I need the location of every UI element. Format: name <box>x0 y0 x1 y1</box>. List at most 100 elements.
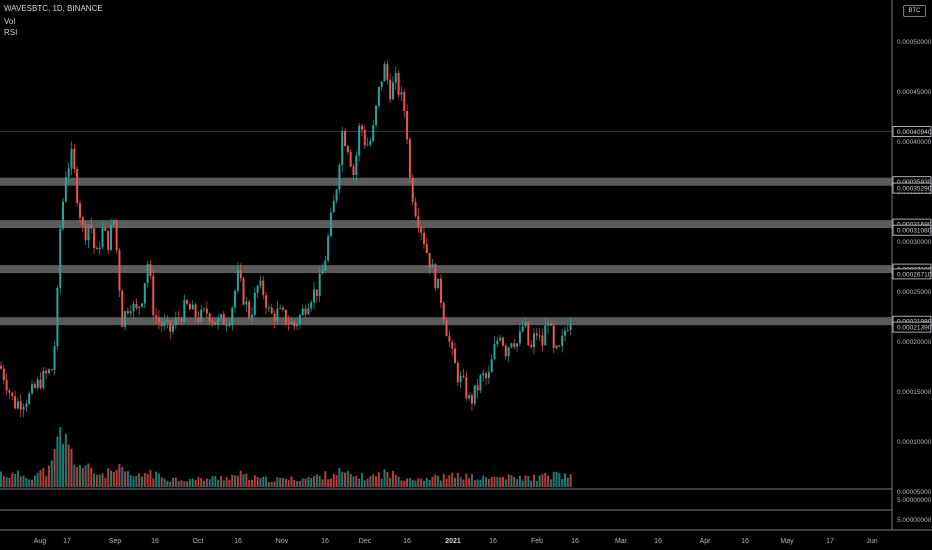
volume-bar <box>434 474 437 487</box>
volume-bar <box>304 478 307 487</box>
level-label-box <box>892 321 932 333</box>
volume-bar <box>22 475 25 487</box>
volume-bar <box>109 470 112 487</box>
volume-bar <box>259 478 262 487</box>
candle-body <box>516 343 519 347</box>
volume-bar <box>33 475 36 487</box>
volume-bar <box>327 479 330 487</box>
y-tick-label: 0.00050000 <box>897 39 932 46</box>
volume-bar <box>470 474 473 487</box>
candle-body <box>0 366 2 369</box>
candle-body <box>535 333 538 336</box>
candle-body <box>73 148 76 169</box>
candle-body <box>59 228 62 288</box>
candle-body <box>93 228 96 248</box>
volume-bar <box>31 479 34 487</box>
candle-body <box>561 335 564 347</box>
candle-body <box>259 280 262 286</box>
y-tick-label: 0.00015000 <box>897 389 932 396</box>
volume-bar <box>270 482 273 487</box>
volume-bar <box>296 481 299 487</box>
volume-bar <box>177 481 180 487</box>
level-label-box <box>892 182 932 194</box>
volume-series <box>0 427 572 487</box>
candle-body <box>487 372 490 379</box>
candle-body <box>366 144 369 146</box>
candle-body <box>386 64 389 80</box>
candle-body <box>389 79 392 100</box>
x-tick-label: Sep <box>109 538 122 545</box>
candle-body <box>132 303 135 312</box>
volume-bar <box>132 476 135 487</box>
x-tick-label: 16 <box>321 538 329 545</box>
volume-bar <box>391 470 394 487</box>
candle-body <box>197 317 200 322</box>
candle-body <box>304 308 307 315</box>
candle-body <box>95 247 98 250</box>
x-tick-label: 16 <box>403 538 411 545</box>
volume-bar <box>417 478 420 487</box>
volume-bar <box>437 476 440 487</box>
volume-bar <box>282 477 284 487</box>
candle-body <box>50 369 53 371</box>
candle-body <box>332 200 335 213</box>
volume-bar <box>490 476 493 487</box>
volume-bar <box>459 477 462 487</box>
x-tick-label: Feb <box>531 538 543 545</box>
x-tick-label: Jun <box>866 538 877 545</box>
level-label-box <box>892 224 932 236</box>
x-tick-label: 16 <box>489 538 497 545</box>
volume-bar <box>169 481 172 487</box>
volume-bar <box>389 477 392 487</box>
candle-body <box>501 337 504 346</box>
candle-body <box>355 155 358 176</box>
candle-body <box>146 264 149 284</box>
candle-body <box>558 345 561 347</box>
x-tick-label: Apr <box>700 538 712 545</box>
candle-body <box>504 345 507 357</box>
x-tick-label: Oct <box>193 538 204 545</box>
volume-bar <box>298 480 301 487</box>
candle-body <box>242 278 245 305</box>
candle-body <box>155 315 158 318</box>
candle-body <box>135 303 138 309</box>
symbol-title[interactable]: WAVESBTC, 1D, BINANCE <box>4 4 103 13</box>
volume-bar <box>369 476 372 487</box>
x-tick-label: Dec <box>359 538 372 545</box>
volume-bar <box>358 478 361 487</box>
candle-body <box>124 311 127 327</box>
volume-bar <box>397 476 400 487</box>
volume-bar <box>262 476 265 487</box>
candle-body <box>538 335 541 337</box>
candle-body <box>28 393 31 404</box>
volume-bar <box>375 476 378 487</box>
volume-bar <box>155 471 158 487</box>
volume-bar <box>454 477 457 487</box>
volume-bar <box>315 474 318 487</box>
indicator-rsi-label[interactable]: RSI <box>4 28 18 37</box>
volume-bar <box>101 473 104 487</box>
volume-bar <box>236 475 239 487</box>
candle-body <box>231 307 234 325</box>
volume-bar <box>420 478 423 487</box>
candle-body <box>256 285 259 293</box>
candle-body <box>530 345 533 348</box>
currency-badge[interactable]: BTC <box>903 5 926 17</box>
volume-bar <box>335 475 338 487</box>
candle-body <box>451 341 454 349</box>
candle-body <box>64 177 67 202</box>
candle-body <box>307 308 310 315</box>
indicator-vol-label[interactable]: Vol <box>4 17 16 26</box>
candle-body <box>518 331 521 344</box>
volume-bar <box>329 478 332 487</box>
volume-bar <box>0 471 2 487</box>
volume-bar <box>50 460 53 487</box>
candle-body <box>205 308 208 314</box>
volume-bar <box>197 476 200 487</box>
volume-bar <box>344 472 347 487</box>
candle-body <box>109 225 112 250</box>
volume-bar <box>56 436 59 487</box>
candle-body <box>129 311 132 314</box>
volume-bar <box>166 480 169 487</box>
